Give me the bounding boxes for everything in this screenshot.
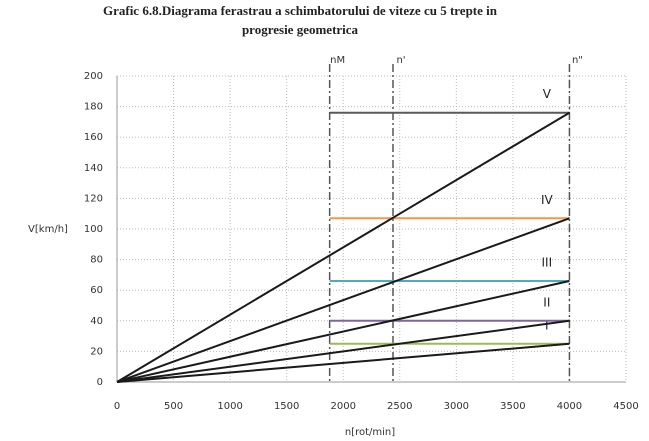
gear-label: IV xyxy=(541,193,554,207)
x-tick-label: 0 xyxy=(114,401,120,412)
reference-label: n' xyxy=(396,55,405,66)
y-tick-label: 40 xyxy=(90,316,103,327)
x-tick-label: 4000 xyxy=(557,401,582,412)
chart-subtitle: progresie geometrica xyxy=(242,22,359,37)
y-tick-label: 200 xyxy=(84,71,103,82)
gear-label: II xyxy=(543,295,550,309)
gear-label: III xyxy=(542,256,553,270)
x-tick-label: 500 xyxy=(164,401,183,412)
x-tick-label: 2500 xyxy=(387,401,412,412)
y-tick-label: 120 xyxy=(84,193,103,204)
y-tick-label: 60 xyxy=(90,285,103,296)
y-tick-label: 80 xyxy=(90,255,103,266)
y-tick-label: 140 xyxy=(84,163,103,174)
gear-label: V xyxy=(543,87,552,101)
y-tick-label: 100 xyxy=(84,224,103,235)
y-tick-label: 160 xyxy=(84,132,103,143)
y-tick-label: 180 xyxy=(84,102,103,113)
x-tick-label: 3000 xyxy=(444,401,469,412)
reference-label: n" xyxy=(572,55,583,66)
gear-ray xyxy=(116,111,570,383)
gear-ray xyxy=(116,319,570,383)
x-tick-label: 4500 xyxy=(613,401,638,412)
gear-ray xyxy=(116,342,570,383)
x-axis-label: n[rot/min] xyxy=(345,427,395,438)
x-tick-label: 3500 xyxy=(500,401,525,412)
reference-label: nM xyxy=(330,55,345,66)
x-tick-label: 1000 xyxy=(217,401,242,412)
x-tick-label: 1500 xyxy=(274,401,299,412)
gear-label: I xyxy=(545,318,549,332)
x-tick-label: 2000 xyxy=(330,401,355,412)
gear-ray xyxy=(116,217,570,383)
gear-ray xyxy=(116,280,570,383)
y-axis-label: V[km/h] xyxy=(28,224,68,235)
y-tick-label: 20 xyxy=(90,346,103,357)
y-tick-label: 0 xyxy=(97,377,103,388)
chart-title: Grafic 6.8.Diagrama ferastrau a schimbat… xyxy=(103,3,498,18)
